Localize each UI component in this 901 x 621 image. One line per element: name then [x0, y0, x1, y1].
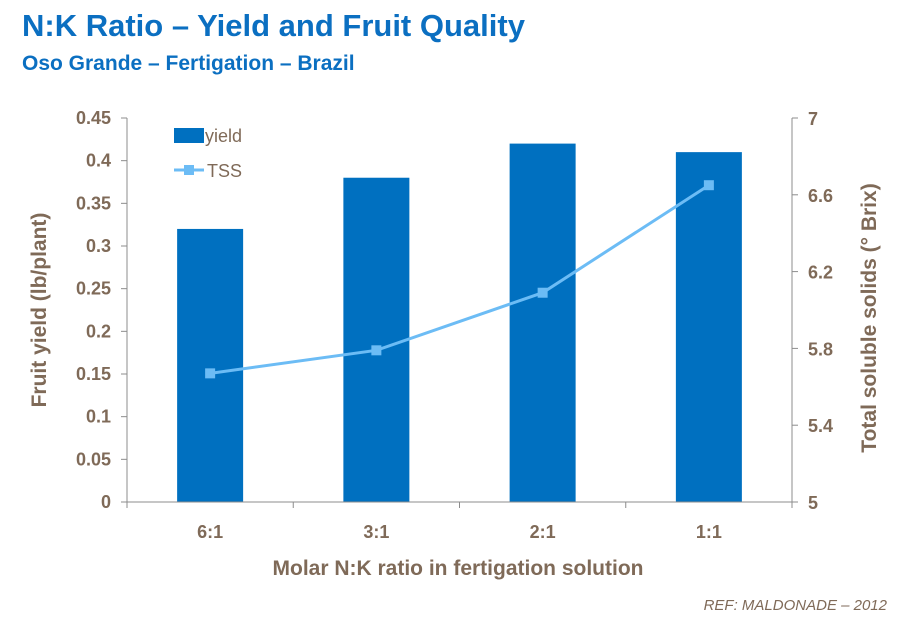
x-tick-labels: 6:1 3:1 2:1 1:1 [197, 522, 722, 542]
y2-tick-label: 6.6 [808, 186, 833, 206]
y2-tick-label: 5 [808, 493, 818, 513]
tss-point-1-1 [703, 180, 714, 191]
y-tick-label: 0.4 [86, 151, 111, 171]
bars-layer [177, 143, 742, 502]
page-subtitle: Oso Grande – Fertigation – Brazil [22, 52, 355, 75]
y-tick-label: 0.15 [76, 364, 111, 384]
y2-tick-label: 6.2 [808, 263, 833, 283]
tss-line [209, 183, 710, 375]
legend: yield TSS [174, 126, 242, 181]
legend-yield-label: yield [205, 126, 242, 146]
y-tick-label: 0.35 [76, 193, 111, 213]
bar-1-1 [675, 152, 742, 502]
reference-note: REF: MALDONADE – 2012 [703, 597, 887, 614]
y-tick-label: 0 [101, 492, 111, 512]
tss-point-3-1 [371, 345, 382, 356]
tss-line-layer [205, 180, 714, 379]
y2-tick-label: 5.8 [808, 339, 833, 359]
y2-tick-label: 7 [808, 109, 818, 129]
y-tick-label: 0.2 [86, 321, 111, 341]
x-tick-label: 2:1 [530, 522, 556, 542]
tss-point-2-1 [537, 287, 548, 298]
bar-3-1 [343, 177, 410, 502]
page-title: N:K Ratio – Yield and Fruit Quality [22, 8, 525, 43]
y-tick-labels: 0 0.05 0.1 0.15 0.2 0.25 0.3 0.35 0.4 0.45 [76, 108, 111, 512]
bar-2-1 [509, 143, 576, 502]
y-tick-label: 0.45 [76, 108, 111, 128]
y-tick-label: 0.1 [86, 407, 111, 427]
y2-tick-labels: 5 5.4 5.8 6.2 6.6 7 [808, 109, 833, 513]
tss-point-6-1 [205, 368, 216, 379]
axes-layer [121, 117, 798, 508]
legend-tss-marker [184, 165, 194, 175]
y-axis-label: Fruit yield (lb/plant) [28, 213, 51, 408]
x-axis-label: Molar N:K ratio in fertigation solution [273, 557, 644, 580]
y-tick-label: 0.25 [76, 279, 111, 299]
x-tick-label: 1:1 [696, 522, 722, 542]
y2-axis-label: Total soluble solids (° Brix) [858, 183, 881, 452]
y2-tick-label: 5.4 [808, 416, 833, 436]
legend-tss-label: TSS [207, 161, 242, 181]
bar-6-1 [177, 228, 244, 502]
y-tick-label: 0.3 [86, 236, 111, 256]
x-tick-label: 6:1 [197, 522, 223, 542]
x-tick-label: 3:1 [363, 522, 389, 542]
y-tick-label: 0.05 [76, 449, 111, 469]
legend-yield-swatch [174, 128, 204, 143]
